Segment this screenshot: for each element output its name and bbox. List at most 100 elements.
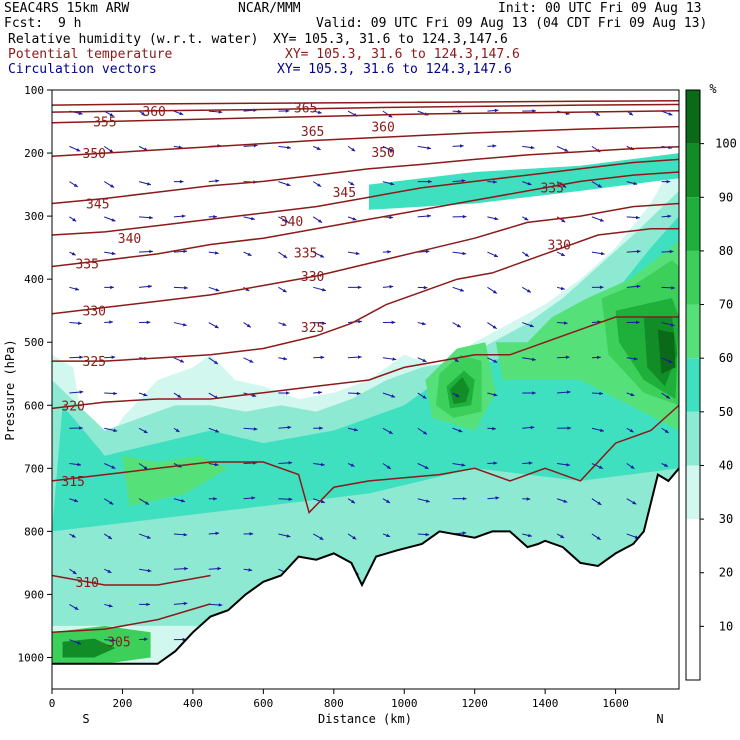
vector-head (461, 179, 466, 183)
vector-head (457, 109, 462, 114)
vector-head (141, 111, 146, 116)
vector-head (109, 501, 114, 505)
vector-head (179, 179, 184, 184)
vector-head (319, 426, 323, 430)
vector-head (595, 112, 600, 116)
x-axis-label: Distance (km) (318, 712, 412, 726)
vector-head (286, 391, 290, 395)
colorbar-tick-label: 10 (719, 619, 733, 633)
vector-head (600, 251, 605, 256)
vector-head (218, 110, 223, 114)
colorbar-swatch-90 (686, 143, 700, 198)
vector-head (79, 390, 84, 394)
vector-head (77, 462, 82, 467)
vector-head (423, 430, 428, 435)
vector-head (287, 145, 291, 150)
vector-head (180, 359, 185, 363)
theta-label-315: 315 (61, 475, 84, 490)
vector-head (175, 428, 180, 433)
vector-head (425, 532, 430, 537)
vector-head (73, 183, 78, 187)
theta-contour-330 (52, 202, 679, 315)
vector-head (357, 355, 362, 359)
x-tick-label: 1400 (532, 697, 559, 710)
circulation-vector-layer (69, 108, 676, 682)
vector-head (357, 285, 362, 290)
vector-head (352, 217, 357, 221)
vector-head (596, 536, 601, 540)
vector-head (387, 250, 391, 254)
y-tick-label: 200 (24, 147, 44, 160)
theta-label-360: 360 (142, 105, 165, 120)
vector-head (246, 323, 251, 328)
vector-head (320, 355, 325, 360)
vector-head (283, 356, 288, 361)
vector-head (494, 108, 499, 113)
field-rh-xy: XY= 105.3, 31.6 to 124.3,147.6 (273, 32, 508, 47)
vector-head (111, 251, 116, 256)
rh-region-60-3 (122, 455, 229, 507)
vector-head (560, 534, 565, 538)
vector-head (146, 602, 151, 607)
vector-head (391, 320, 396, 325)
vector-head (532, 391, 536, 395)
vector-head (72, 217, 77, 222)
vector-head (218, 603, 223, 607)
vector-head (320, 499, 325, 504)
theta-label-340: 340 (280, 215, 303, 230)
vector-head (664, 429, 669, 433)
vector-head (462, 531, 467, 535)
vector-head (215, 179, 220, 183)
y-tick-label: 400 (24, 273, 44, 286)
vector-head (390, 181, 395, 186)
colorbar-swatch-40 (686, 411, 700, 466)
theta-label-335: 335 (294, 247, 317, 262)
vector-head (668, 359, 673, 363)
colorbar-tick-label: 20 (719, 566, 733, 580)
colorbar-swatch-80 (686, 197, 700, 251)
rh-region-90-10 (450, 376, 470, 404)
vector-head (424, 465, 429, 469)
theta-label-335: 335 (540, 182, 563, 197)
vector-head (109, 320, 113, 324)
vector-head (214, 360, 218, 365)
vector-head (183, 532, 188, 537)
vector-head (249, 532, 254, 536)
theta-label-330: 330 (83, 305, 106, 320)
vector-head (184, 286, 188, 290)
vector-head (633, 181, 638, 186)
theta-contour-320 (52, 316, 679, 410)
theta-label-345: 345 (333, 186, 356, 201)
x-tick-label: 600 (253, 697, 273, 710)
vector-head (666, 179, 671, 184)
vector-head (527, 181, 532, 186)
theta-label-340: 340 (118, 232, 141, 247)
vector-head (317, 110, 322, 114)
vector-head (600, 428, 604, 432)
vector-head (322, 321, 326, 325)
colorbar-swatch-70 (686, 250, 700, 305)
vector-head (180, 499, 185, 503)
vector-head (528, 533, 532, 538)
theta-label-350: 350 (371, 146, 394, 161)
vector-head (564, 148, 569, 152)
vector-head (253, 427, 258, 431)
vector-head (184, 566, 188, 571)
vector-head (530, 425, 535, 430)
vector-head (526, 497, 531, 501)
fcst-label: Fcst: (4, 16, 44, 31)
vector-head (110, 285, 114, 290)
vector-head (636, 249, 641, 254)
vector-head (247, 252, 252, 256)
vector-head (425, 499, 430, 503)
vector-head (386, 465, 391, 469)
y-tick-label: 900 (24, 588, 44, 601)
vector-head (599, 391, 604, 396)
vector-head (146, 320, 151, 325)
vector-head (524, 216, 529, 221)
vector-head (461, 463, 466, 467)
x-tick-label: 0 (49, 697, 56, 710)
vector-head (628, 111, 633, 116)
theta-label-360: 360 (371, 121, 394, 136)
